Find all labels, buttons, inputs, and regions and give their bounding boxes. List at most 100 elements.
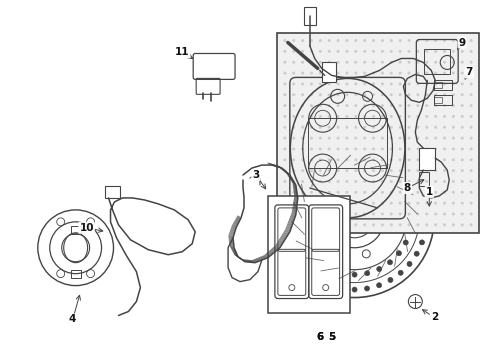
Circle shape <box>292 136 295 140</box>
Circle shape <box>280 215 285 220</box>
Circle shape <box>408 191 411 194</box>
Circle shape <box>390 61 393 64</box>
Circle shape <box>345 61 348 64</box>
Circle shape <box>408 158 411 161</box>
Circle shape <box>306 270 311 275</box>
Circle shape <box>354 126 357 129</box>
Circle shape <box>319 136 322 140</box>
Circle shape <box>328 126 331 129</box>
Circle shape <box>425 115 428 118</box>
Circle shape <box>283 191 286 194</box>
Circle shape <box>354 191 357 194</box>
Circle shape <box>301 191 304 194</box>
Circle shape <box>469 126 473 129</box>
Circle shape <box>434 158 437 161</box>
Circle shape <box>408 228 413 233</box>
Circle shape <box>354 104 357 107</box>
Circle shape <box>354 82 357 85</box>
Bar <box>434 95 452 105</box>
Circle shape <box>363 50 366 53</box>
Circle shape <box>337 202 340 204</box>
Circle shape <box>363 202 366 204</box>
Circle shape <box>337 115 340 118</box>
Circle shape <box>345 93 348 96</box>
Circle shape <box>424 215 429 220</box>
Circle shape <box>283 148 286 150</box>
Circle shape <box>372 158 375 161</box>
Circle shape <box>328 169 331 172</box>
Circle shape <box>345 104 348 107</box>
Circle shape <box>372 212 375 216</box>
Circle shape <box>416 126 419 129</box>
Circle shape <box>345 126 348 129</box>
Circle shape <box>372 191 375 194</box>
Text: 1: 1 <box>426 187 433 197</box>
Circle shape <box>381 39 384 42</box>
Circle shape <box>340 286 344 291</box>
Circle shape <box>381 223 384 226</box>
Circle shape <box>434 212 437 216</box>
Circle shape <box>365 145 369 150</box>
Circle shape <box>301 72 304 75</box>
Circle shape <box>452 50 455 53</box>
Circle shape <box>345 115 348 118</box>
Bar <box>434 80 452 90</box>
Circle shape <box>365 286 369 291</box>
Circle shape <box>372 180 375 183</box>
Circle shape <box>354 223 357 226</box>
Circle shape <box>310 72 313 75</box>
Circle shape <box>292 180 295 183</box>
Circle shape <box>319 82 322 85</box>
Circle shape <box>381 126 384 129</box>
Circle shape <box>434 104 437 107</box>
Text: 6: 6 <box>316 332 323 342</box>
Circle shape <box>372 136 375 140</box>
Circle shape <box>461 93 464 96</box>
Circle shape <box>354 180 357 183</box>
Circle shape <box>425 202 428 204</box>
Circle shape <box>319 50 322 53</box>
Text: 8: 8 <box>404 183 411 193</box>
Circle shape <box>443 158 446 161</box>
Circle shape <box>461 61 464 64</box>
Circle shape <box>337 126 340 129</box>
Circle shape <box>345 223 348 226</box>
Circle shape <box>292 212 295 216</box>
Circle shape <box>316 278 321 283</box>
Circle shape <box>407 261 412 266</box>
Bar <box>277 32 479 233</box>
Circle shape <box>328 148 331 150</box>
Circle shape <box>345 148 348 150</box>
Circle shape <box>310 50 313 53</box>
Circle shape <box>443 191 446 194</box>
Circle shape <box>363 191 366 194</box>
Circle shape <box>283 104 286 107</box>
Circle shape <box>283 202 286 204</box>
Circle shape <box>399 93 402 96</box>
Circle shape <box>345 180 348 183</box>
Circle shape <box>425 191 428 194</box>
Circle shape <box>434 61 437 64</box>
Circle shape <box>365 271 369 276</box>
Circle shape <box>319 104 322 107</box>
Circle shape <box>306 161 311 165</box>
Circle shape <box>308 180 313 185</box>
Circle shape <box>452 148 455 150</box>
Circle shape <box>363 223 366 226</box>
Circle shape <box>416 136 419 140</box>
Circle shape <box>469 82 473 85</box>
Circle shape <box>285 240 290 245</box>
Circle shape <box>310 61 313 64</box>
Circle shape <box>414 251 419 256</box>
Circle shape <box>301 39 304 42</box>
Circle shape <box>399 136 402 140</box>
Circle shape <box>345 169 348 172</box>
Circle shape <box>416 39 419 42</box>
Circle shape <box>337 148 340 150</box>
Circle shape <box>372 39 375 42</box>
Circle shape <box>292 93 295 96</box>
Circle shape <box>319 126 322 129</box>
Circle shape <box>337 169 340 172</box>
Circle shape <box>398 270 403 275</box>
Circle shape <box>425 39 428 42</box>
